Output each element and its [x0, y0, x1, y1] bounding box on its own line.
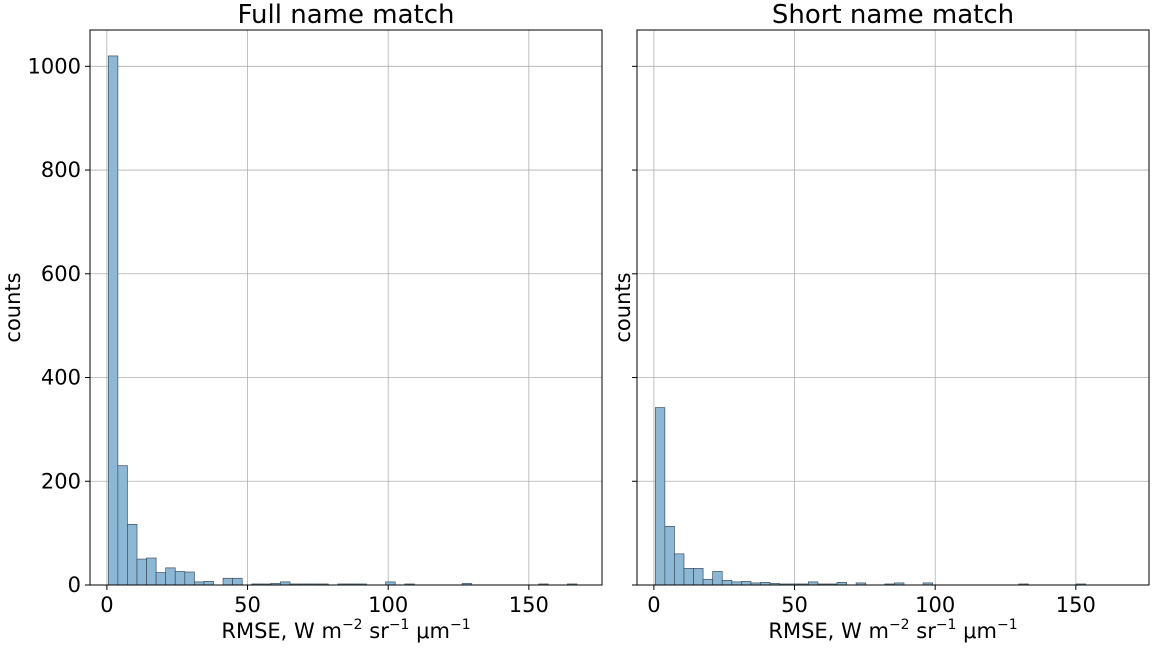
y-axis-label: counts [611, 272, 635, 342]
chart-title: Short name match [772, 0, 1014, 30]
x-tick-label: 100 [915, 593, 955, 617]
x-tick-label: 0 [100, 593, 113, 617]
x-axis-label-exponent: −1 [450, 617, 471, 633]
histogram-bar [654, 407, 666, 586]
histogram-bar [683, 568, 694, 586]
x-axis-label-exponent: −2 [889, 617, 910, 633]
histogram-bar [174, 571, 186, 586]
histogram-bar [127, 523, 138, 586]
x-axis-label: RMSE, W m−2 sr−1 μm−1 [768, 617, 1017, 643]
x-tick-label: 100 [368, 593, 408, 617]
histogram-bar [146, 557, 157, 586]
histogram-bar [664, 526, 675, 586]
x-axis-label-exponent: −1 [389, 617, 410, 633]
histogram-bar [222, 577, 233, 586]
histogram-bar [107, 55, 119, 586]
histogram-bar [232, 577, 243, 586]
histogram-bar [165, 567, 176, 586]
x-tick-label: 150 [1056, 593, 1096, 617]
x-axis-label-text: μm [409, 619, 450, 643]
y-tick-label: 200 [41, 469, 81, 493]
x-axis-label-text: RMSE, W m [768, 619, 889, 643]
y-axis-label: counts [1, 272, 25, 342]
axes-frame [636, 29, 1150, 586]
histogram-bar [155, 572, 167, 586]
y-tick-label: 600 [41, 262, 81, 286]
x-axis-label-text: sr [910, 619, 937, 643]
histogram-bar [136, 558, 147, 586]
y-tick-label: 0 [68, 573, 81, 597]
y-tick-label: 400 [41, 366, 81, 390]
x-tick-label: 0 [647, 593, 660, 617]
x-axis-label-text: μm [956, 619, 997, 643]
histogram-bar [674, 553, 685, 586]
x-axis-label-text: RMSE, W m [221, 619, 342, 643]
y-tick-label: 1000 [28, 54, 81, 78]
axes-frame [89, 29, 603, 586]
y-tick-label: 800 [41, 158, 81, 182]
chart-title: Full name match [238, 0, 455, 30]
histogram-bar [712, 571, 723, 586]
x-tick-label: 150 [509, 593, 549, 617]
histogram-bar [693, 568, 704, 586]
x-axis-label: RMSE, W m−2 sr−1 μm−1 [221, 617, 470, 643]
histogram-panel-full-name-match: 0 50 100 150 0 200 400 600 800 1000 Full name matc… [1, 0, 603, 643]
histogram-bar [721, 579, 733, 586]
x-axis-label-exponent: −1 [936, 617, 957, 633]
x-tick-label: 50 [781, 593, 808, 617]
x-tick-label: 50 [234, 593, 261, 617]
histogram-bar [184, 571, 195, 586]
x-axis-label-exponent: −2 [342, 617, 363, 633]
histogram-bar [702, 578, 714, 586]
histogram-bar [117, 465, 128, 586]
x-axis-label-text: sr [363, 619, 390, 643]
histogram-bar [203, 581, 214, 586]
x-axis-label-exponent: −1 [997, 617, 1018, 633]
histogram-bar [741, 581, 752, 586]
